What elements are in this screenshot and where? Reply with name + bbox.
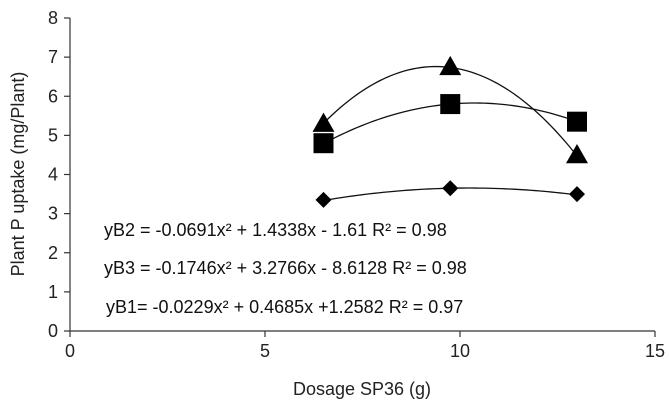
y-tick-label: 4 bbox=[48, 165, 58, 185]
y-axis-title: Plant P uptake (mg/Plant) bbox=[8, 72, 28, 277]
triangle-point bbox=[566, 143, 588, 164]
diamond-point bbox=[315, 191, 332, 208]
annotation-yb3: yB3 = -0.1746x² + 3.2766x - 8.6128 R² = … bbox=[104, 258, 467, 278]
ticks: 0 1 2 3 4 5 6 7 8 0 5 10 15 bbox=[48, 8, 665, 361]
axes bbox=[69, 18, 655, 332]
y-tick-label: 5 bbox=[48, 125, 58, 145]
x-tick-label: 5 bbox=[260, 341, 270, 361]
x-tick-label: 15 bbox=[645, 341, 665, 361]
triangle-point bbox=[312, 112, 335, 132]
x-axis-title: Dosage SP36 (g) bbox=[293, 379, 431, 399]
annotations: yB2 = -0.0691x² + 1.4338x - 1.61 R² = 0.… bbox=[104, 220, 467, 317]
annotation-yb1: yB1= -0.0229x² + 0.4685x +1.2582 R² = 0.… bbox=[106, 297, 463, 317]
diamond-point bbox=[569, 186, 585, 203]
y-tick-label: 6 bbox=[48, 86, 58, 106]
y-tick-label: 0 bbox=[48, 321, 58, 341]
triangle-point bbox=[439, 55, 462, 76]
x-tick-label: 10 bbox=[450, 341, 470, 361]
x-tick-label: 0 bbox=[65, 341, 75, 361]
square-point bbox=[440, 94, 461, 115]
square-point bbox=[313, 133, 334, 154]
y-tick-label: 3 bbox=[48, 204, 58, 224]
y-tick-label: 7 bbox=[48, 47, 58, 67]
diamond-point bbox=[442, 180, 459, 197]
y-tick-label: 2 bbox=[48, 243, 58, 263]
y-tick-label: 8 bbox=[48, 8, 58, 28]
y-tick-label: 1 bbox=[48, 282, 58, 302]
annotation-yb2: yB2 = -0.0691x² + 1.4338x - 1.61 R² = 0.… bbox=[104, 220, 447, 240]
markers bbox=[312, 55, 588, 208]
square-point bbox=[567, 111, 587, 132]
